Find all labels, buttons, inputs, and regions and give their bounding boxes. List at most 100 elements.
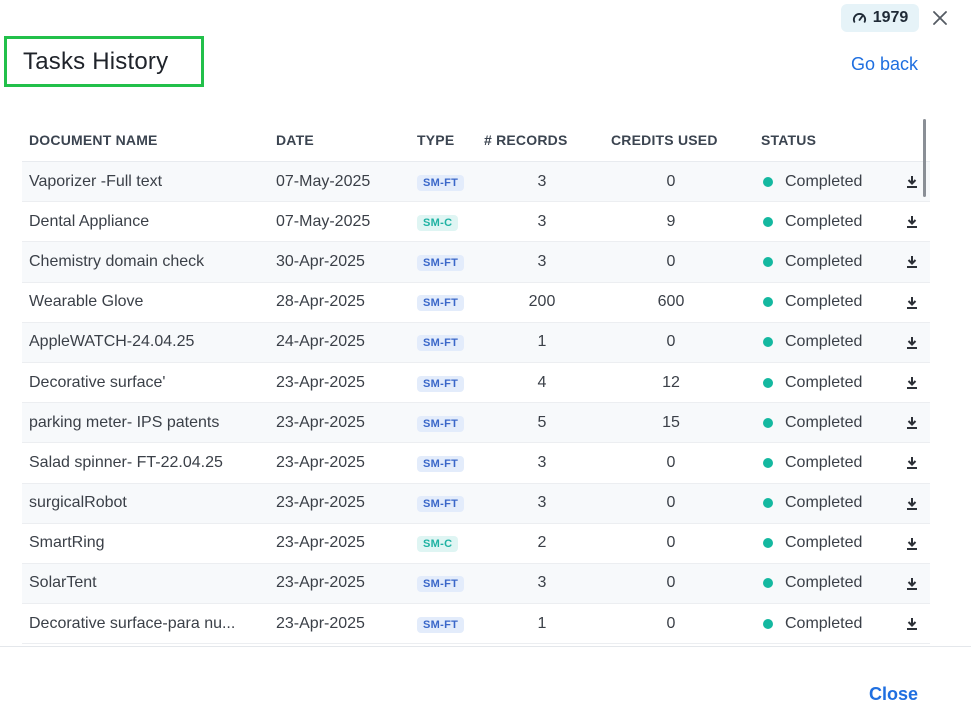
col-document-name[interactable]: DOCUMENT NAME xyxy=(29,131,158,148)
status-text: Completed xyxy=(785,574,863,592)
document-name[interactable]: Vaporizer -Full text xyxy=(29,172,163,190)
download-icon[interactable] xyxy=(906,215,918,229)
status-text: Completed xyxy=(785,373,863,391)
table-row[interactable]: Dental Appliance 07-May-2025 SM-C 3 9 Complet… xyxy=(22,202,930,243)
table-body: Vaporizer -Full text 07-May-2025 SM-FT 3 0 Co… xyxy=(22,162,930,645)
document-name[interactable]: SmartRing xyxy=(29,534,105,552)
type-badge: SM-FT xyxy=(417,455,465,472)
status-text: Completed xyxy=(785,494,863,512)
download-icon[interactable] xyxy=(906,376,918,390)
status-text: Completed xyxy=(785,413,863,431)
go-back-link[interactable]: Go back xyxy=(851,54,919,74)
table-row[interactable]: Chemistry domain check 30-Apr-2025 SM-FT 3 0… xyxy=(22,242,930,283)
credits-used: 0 xyxy=(666,453,676,471)
records-count: 5 xyxy=(537,413,547,431)
records-count: 3 xyxy=(537,574,547,592)
credits-used: 0 xyxy=(666,534,676,552)
records-count: 3 xyxy=(537,212,547,230)
task-date: 30-Apr-2025 xyxy=(276,252,365,270)
credits-used: 0 xyxy=(666,172,676,190)
status-dot xyxy=(763,176,773,187)
type-badge: SM-FT xyxy=(417,415,465,432)
type-badge: SM-C xyxy=(417,536,459,553)
table-row[interactable]: SmartRing 23-Apr-2025 SM-C 2 0 Completed xyxy=(22,524,930,564)
status-text: Completed xyxy=(785,252,863,270)
task-date: 23-Apr-2025 xyxy=(276,534,365,552)
table-row[interactable]: Decorative surface' 23-Apr-2025 SM-FT 4 12 Co… xyxy=(22,363,930,404)
table-row[interactable]: parking meter- IPS patents 23-Apr-2025 SM-… xyxy=(22,403,930,444)
document-name[interactable]: Dental Appliance xyxy=(29,212,150,230)
document-name[interactable]: parking meter- IPS patents xyxy=(29,413,220,431)
download-icon[interactable] xyxy=(906,416,918,430)
speedometer-icon xyxy=(852,12,866,23)
table-row[interactable]: surgicalRobot 23-Apr-2025 SM-FT 3 0 Completed xyxy=(22,483,930,524)
table-header: DOCUMENT NAME DATE TYPE # RECORDS CREDIT… xyxy=(22,118,930,162)
credits-chip: 1979 xyxy=(841,4,919,32)
download-icon[interactable] xyxy=(906,537,918,550)
page-title: Tasks History xyxy=(23,47,169,75)
scrollbar[interactable] xyxy=(923,119,926,197)
credits-count: 1979 xyxy=(872,9,909,26)
records-count: 3 xyxy=(537,252,547,270)
document-name[interactable]: Decorative surface' xyxy=(29,373,166,391)
download-icon[interactable] xyxy=(906,456,918,470)
task-date: 23-Apr-2025 xyxy=(276,614,365,632)
footer-divider xyxy=(0,646,971,647)
download-icon[interactable] xyxy=(906,296,918,309)
download-icon[interactable] xyxy=(906,255,918,269)
document-name[interactable]: surgicalRobot xyxy=(29,494,127,512)
records-count: 4 xyxy=(537,373,547,391)
download-icon[interactable] xyxy=(906,336,918,349)
document-name[interactable]: AppleWATCH-24.04.25 xyxy=(29,333,195,351)
credits-used: 600 xyxy=(657,293,685,311)
credits-used: 12 xyxy=(662,373,680,391)
document-name[interactable]: Salad spinner- FT-22.04.25 xyxy=(29,453,223,471)
task-date: 23-Apr-2025 xyxy=(276,494,365,512)
task-date: 23-Apr-2025 xyxy=(276,413,365,431)
credits-used: 0 xyxy=(666,494,676,512)
table-row[interactable]: Decorative surface-para nu... 23-Apr-2025… xyxy=(22,604,930,645)
download-icon[interactable] xyxy=(906,497,918,510)
type-badge: SM-FT xyxy=(417,174,465,191)
status-dot xyxy=(763,538,773,549)
document-name[interactable]: SolarTent xyxy=(29,574,97,592)
col-type[interactable]: TYPE xyxy=(417,131,455,148)
download-icon[interactable] xyxy=(906,617,918,631)
status-dot xyxy=(763,297,773,308)
col-date[interactable]: DATE xyxy=(276,131,314,148)
col-status[interactable]: STATUS xyxy=(761,131,817,148)
type-badge: SM-FT xyxy=(417,616,465,633)
table-row[interactable]: AppleWATCH-24.04.25 24-Apr-2025 SM-FT 1 0 Com… xyxy=(22,322,930,363)
table-row[interactable]: Wearable Glove 28-Apr-2025 SM-FT 200 600 Comp… xyxy=(22,283,930,323)
col-credits-used[interactable]: CREDITS USED xyxy=(611,131,718,148)
credits-used: 0 xyxy=(666,574,676,592)
task-date: 28-Apr-2025 xyxy=(276,293,365,311)
close-icon[interactable] xyxy=(928,6,952,30)
table-row[interactable]: Vaporizer -Full text 07-May-2025 SM-FT 3 0 Co… xyxy=(22,162,930,203)
document-name[interactable]: Chemistry domain check xyxy=(29,252,205,270)
type-badge: SM-FT xyxy=(417,496,465,513)
status-dot xyxy=(763,578,773,589)
type-badge: SM-FT xyxy=(417,254,465,271)
type-badge: SM-FT xyxy=(417,375,465,392)
status-dot xyxy=(763,256,773,267)
task-date: 23-Apr-2025 xyxy=(276,373,365,391)
download-icon[interactable] xyxy=(906,175,918,189)
status-dot xyxy=(763,498,773,509)
records-count: 1 xyxy=(537,614,547,632)
task-date: 07-May-2025 xyxy=(276,212,371,230)
download-icon[interactable] xyxy=(906,577,918,590)
status-dot xyxy=(763,337,773,348)
records-count: 200 xyxy=(528,293,556,311)
document-name[interactable]: Decorative surface-para nu... xyxy=(29,614,236,632)
close-button[interactable]: Close xyxy=(869,684,919,704)
status-dot xyxy=(763,457,773,468)
col-records[interactable]: # RECORDS xyxy=(484,131,568,148)
table-row[interactable]: SolarTent 23-Apr-2025 SM-FT 3 0 Completed xyxy=(22,563,930,605)
table-row[interactable]: Salad spinner- FT-22.04.25 23-Apr-2025 SM-… xyxy=(22,443,930,484)
task-date: 24-Apr-2025 xyxy=(276,333,365,351)
credits-used: 0 xyxy=(666,614,676,632)
status-dot xyxy=(763,377,773,388)
document-name[interactable]: Wearable Glove xyxy=(29,293,144,311)
page-title-box: Tasks History xyxy=(4,36,204,87)
